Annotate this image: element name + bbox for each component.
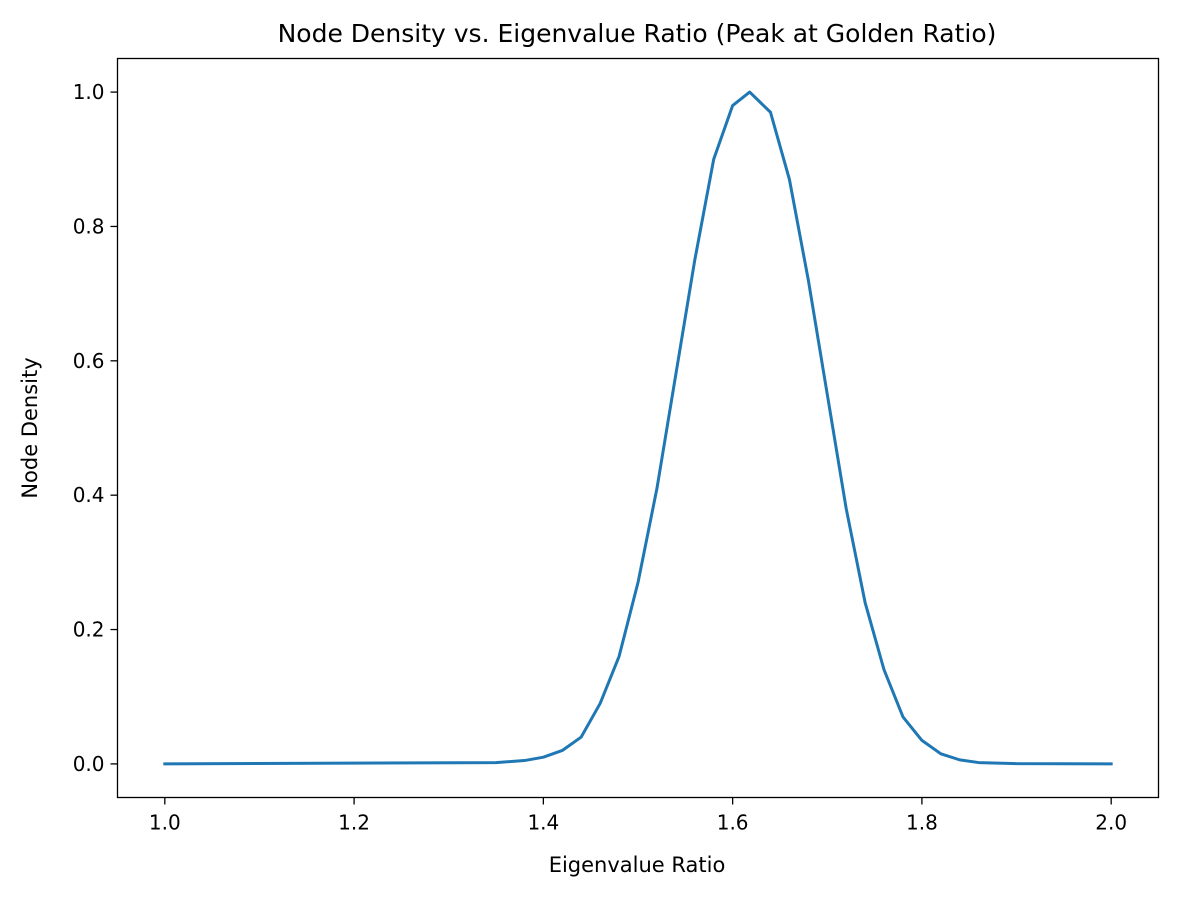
y-axis-label: Node Density	[18, 357, 42, 498]
y-tick-label: 0.0	[73, 752, 105, 776]
x-tick-label: 1.2	[338, 811, 370, 835]
y-tick-label: 0.2	[73, 618, 105, 642]
y-tick-label: 1.0	[73, 80, 105, 104]
x-axis-label: Eigenvalue Ratio	[549, 853, 726, 877]
x-tick-label: 1.6	[717, 811, 749, 835]
x-tick-label: 1.0	[149, 811, 181, 835]
chart-title: Node Density vs. Eigenvalue Ratio (Peak …	[278, 19, 997, 48]
series-line	[163, 90, 1113, 766]
y-tick-label: 0.8	[73, 214, 105, 238]
x-tick-label: 1.4	[527, 811, 559, 835]
plot-area	[163, 90, 1113, 766]
x-tick-label: 1.8	[906, 811, 938, 835]
x-tick-label: 2.0	[1095, 811, 1127, 835]
y-tick-label: 0.6	[73, 349, 105, 373]
y-tick-label: 0.4	[73, 483, 105, 507]
plot-frame	[116, 57, 1160, 799]
